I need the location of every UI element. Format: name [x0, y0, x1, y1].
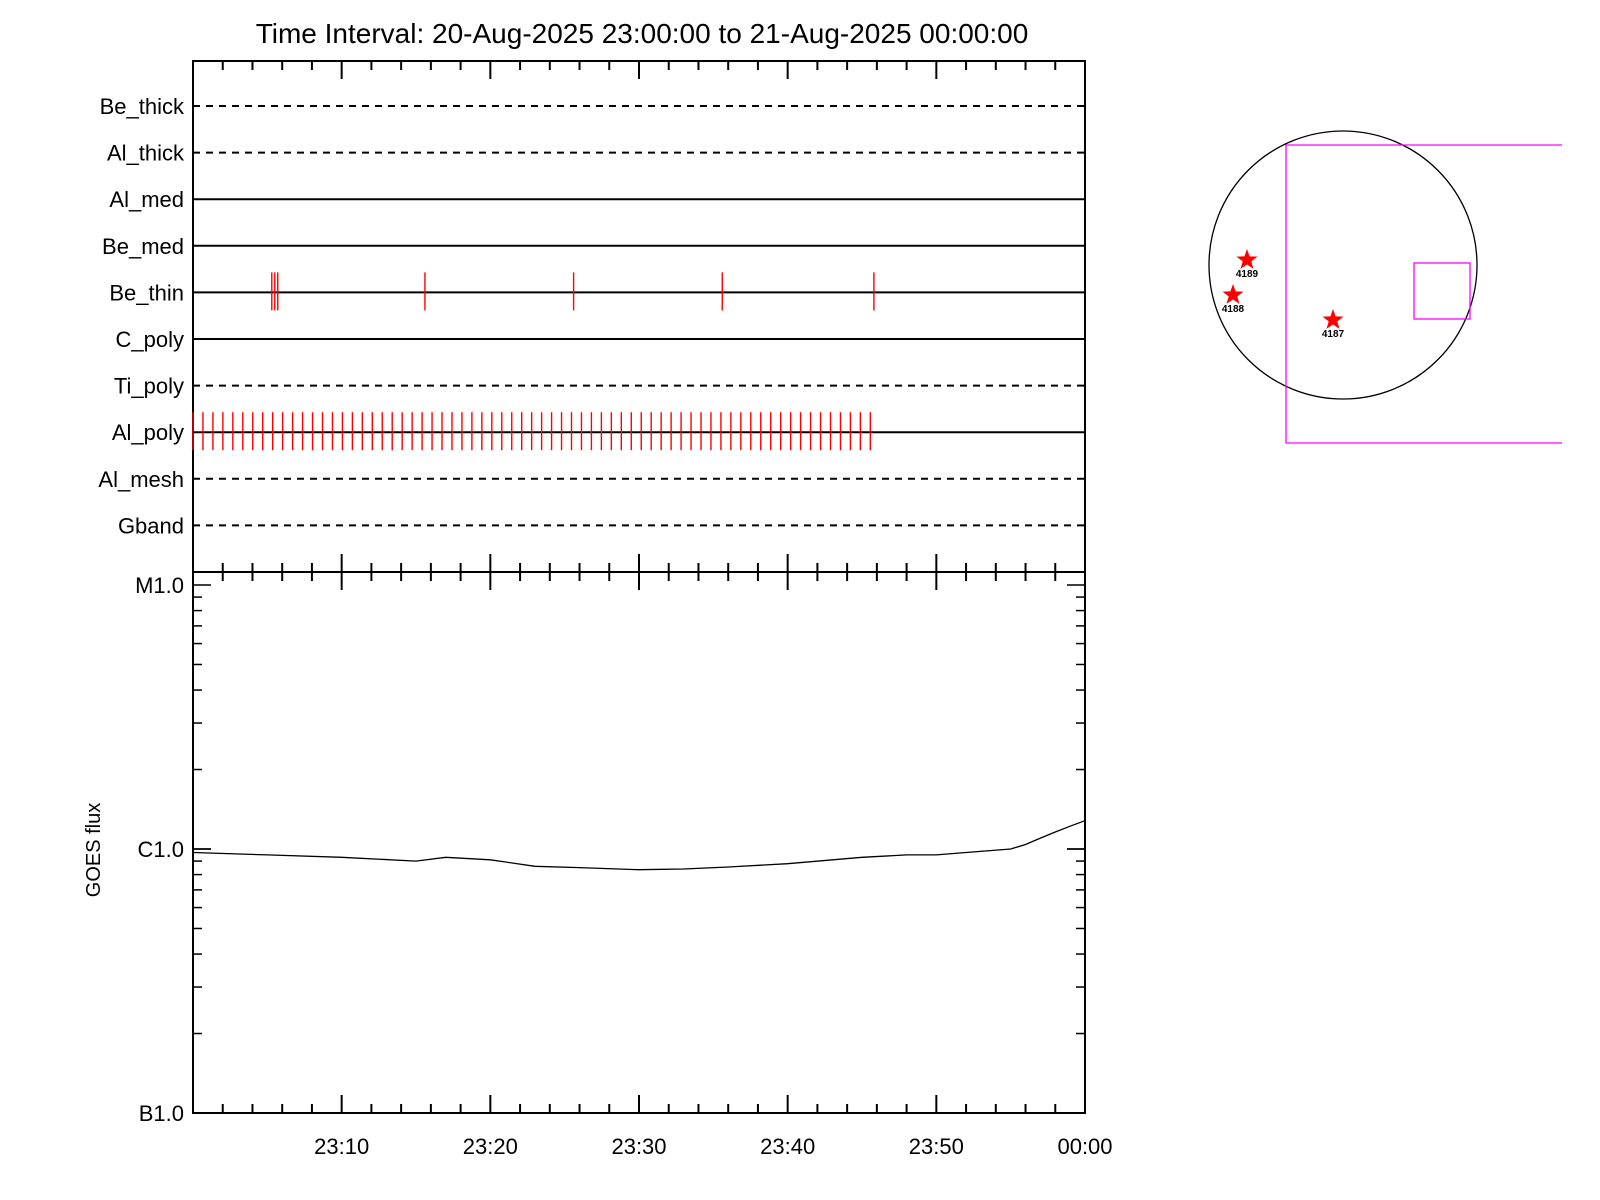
channel-panel: Be_thick Al_thick Al_med Be_med Be_thin C_pol… — [98, 60, 1086, 573]
x-tick-label: 23:10 — [314, 1134, 369, 1159]
goes-flux-line — [192, 820, 1086, 871]
channel-label-c_poly: C_poly — [116, 327, 184, 352]
fov-large-box — [1285, 144, 1562, 444]
x-tick-label: 23:20 — [463, 1134, 518, 1159]
solar-limb — [1208, 130, 1478, 400]
channel-label-be_med: Be_med — [102, 234, 184, 259]
solar-disk-inset: 4189 4188 4187 — [1208, 130, 1562, 444]
active-region-label: 4187 — [1322, 329, 1345, 340]
channel-label-al_med: Al_med — [109, 187, 184, 212]
y-tick-label: B1.0 — [139, 1101, 184, 1126]
active-region-star — [1222, 284, 1244, 304]
channel-label-al_thick: Al_thick — [107, 141, 185, 166]
active-region-star — [1236, 249, 1258, 269]
channel-label-be_thick: Be_thick — [100, 94, 185, 119]
active-region-star — [1322, 309, 1344, 329]
chart-title: Time Interval: 20-Aug-2025 23:00:00 to 2… — [256, 18, 1029, 49]
x-tick-label: 23:30 — [611, 1134, 666, 1159]
y-tick-label: C1.0 — [138, 837, 184, 862]
channel-label-al_poly: Al_poly — [112, 420, 184, 445]
channel-label-gband: Gband — [118, 513, 184, 538]
x-tick-label: 23:40 — [760, 1134, 815, 1159]
goes-panel: 23:10 23:20 23:30 23:40 23:50 00:00 M1.0 C1.0 B1… — [135, 571, 1113, 1159]
active-region-label: 4188 — [1222, 304, 1245, 315]
channel-label-ti_poly: Ti_poly — [114, 374, 184, 399]
channel-label-al_mesh: Al_mesh — [98, 467, 184, 492]
fov-small-box — [1413, 262, 1471, 320]
x-tick-label: 23:50 — [909, 1134, 964, 1159]
active-region-label: 4189 — [1236, 269, 1259, 280]
y-tick-label: M1.0 — [135, 573, 184, 598]
channel-label-be_thin: Be_thin — [109, 280, 184, 305]
x-tick-label: 00:00 — [1057, 1134, 1112, 1159]
goes-y-axis-label: GOES flux — [83, 803, 105, 897]
